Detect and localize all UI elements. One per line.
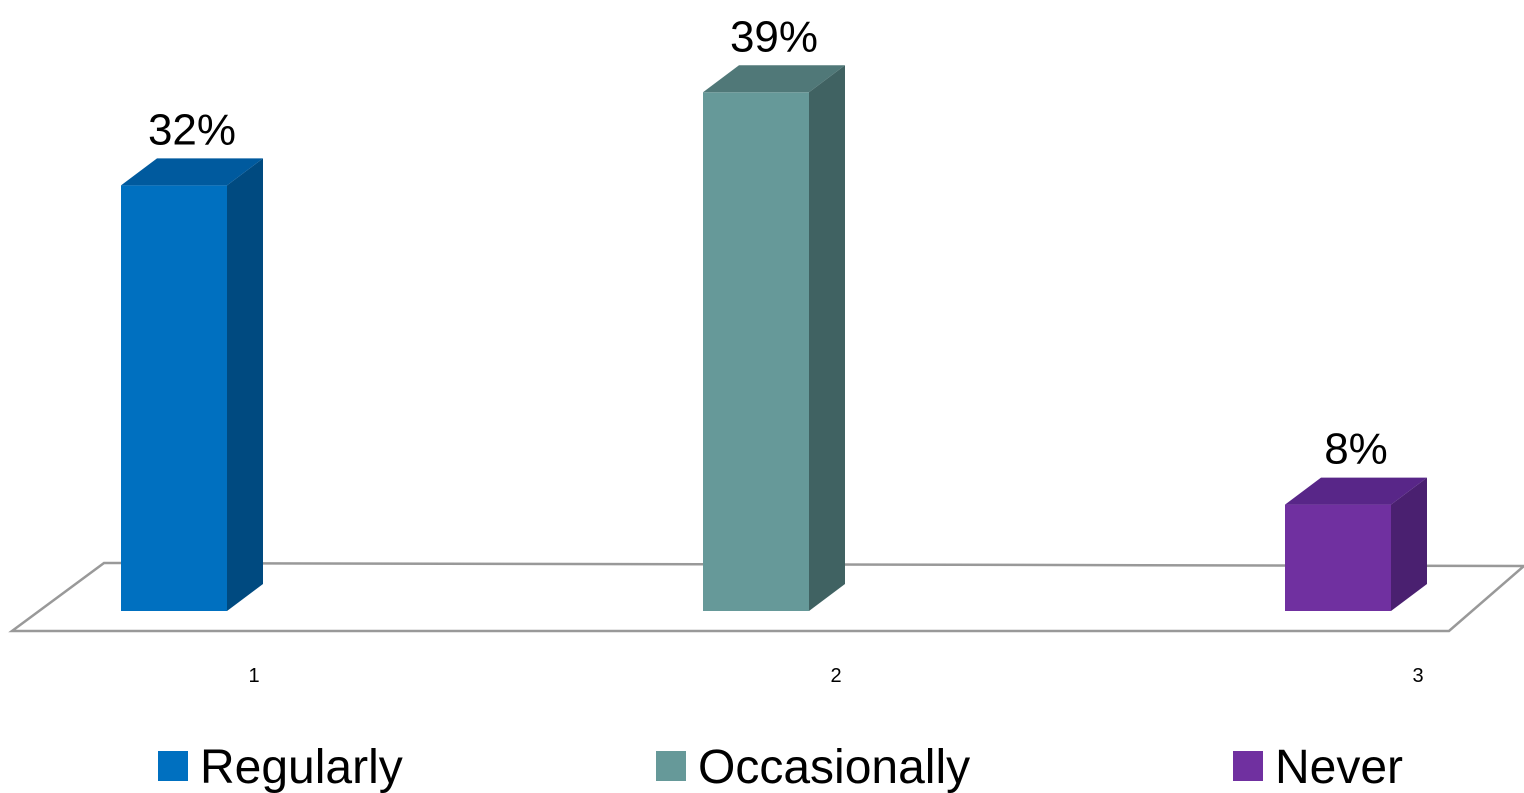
x-tick-label-3: 3 (1412, 665, 1423, 687)
bar-never (1285, 477, 1427, 611)
legend-label: Occasionally (698, 741, 970, 793)
x-tick-label-2: 2 (830, 665, 841, 687)
data-label-occasionally: 39% (730, 12, 818, 61)
bar-front-face (703, 92, 809, 612)
legend-label: Regularly (200, 741, 403, 793)
bar-top-face (1285, 477, 1427, 505)
legend-swatch (158, 751, 188, 781)
x-axis-ticks-group: 1 2 3 (248, 665, 1423, 687)
x-tick-label-1: 1 (248, 665, 259, 687)
legend: Regularly Occasionally Never (158, 741, 1403, 793)
legend-item-regularly: Regularly (158, 741, 403, 793)
data-label-regularly: 32% (148, 105, 236, 154)
legend-swatch (1233, 751, 1263, 781)
bar-side-face (227, 158, 263, 611)
bar-side-face (809, 65, 845, 612)
bar-front-face (1285, 504, 1391, 611)
legend-item-occasionally: Occasionally (656, 741, 970, 793)
bar-front-face (121, 185, 227, 611)
bar-top-face (121, 158, 263, 186)
bar-regularly (121, 158, 263, 611)
bar-side-face (1391, 477, 1427, 611)
data-label-never: 8% (1324, 425, 1388, 474)
legend-swatch (656, 751, 686, 781)
bar-occasionally (703, 65, 845, 612)
legend-item-never: Never (1233, 741, 1403, 793)
legend-label: Never (1275, 741, 1403, 793)
data-labels-group: 32% 39% 8% (148, 12, 1388, 473)
bars-group (121, 65, 1427, 612)
bar-top-face (703, 65, 845, 93)
